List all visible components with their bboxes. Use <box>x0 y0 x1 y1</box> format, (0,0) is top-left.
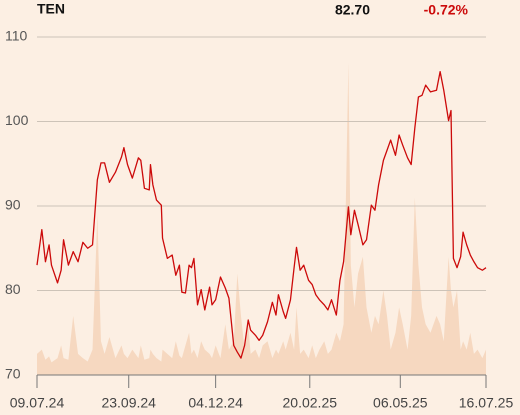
volume-area <box>37 62 486 375</box>
grid-layer <box>36 36 487 388</box>
y-tick-label: 100 <box>5 112 29 128</box>
change: -0.72% <box>424 2 469 18</box>
y-tick-label: 110 <box>5 28 28 44</box>
line-layer <box>36 70 487 359</box>
y-tick-label: 80 <box>5 281 21 297</box>
price-line <box>36 70 487 359</box>
y-tick-label: 70 <box>5 366 21 382</box>
y-tick-label: 90 <box>5 197 21 213</box>
x-tick-label: 09.07.24 <box>10 395 65 411</box>
x-tick-label: 23.09.24 <box>101 395 156 411</box>
x-tick-label: 04.12.24 <box>188 395 243 411</box>
x-tick-label: 16.07.25 <box>459 395 514 411</box>
x-tick-label: 20.02.25 <box>283 395 338 411</box>
label-layer: 70 80 90 100 110 09.07.24 23.09.24 04.12.24 20.0… <box>5 28 513 411</box>
price: 82.70 <box>335 2 370 18</box>
x-tick-label: 06.05.25 <box>373 395 428 411</box>
volume-layer <box>37 62 486 375</box>
ticker: TEN <box>37 1 65 17</box>
